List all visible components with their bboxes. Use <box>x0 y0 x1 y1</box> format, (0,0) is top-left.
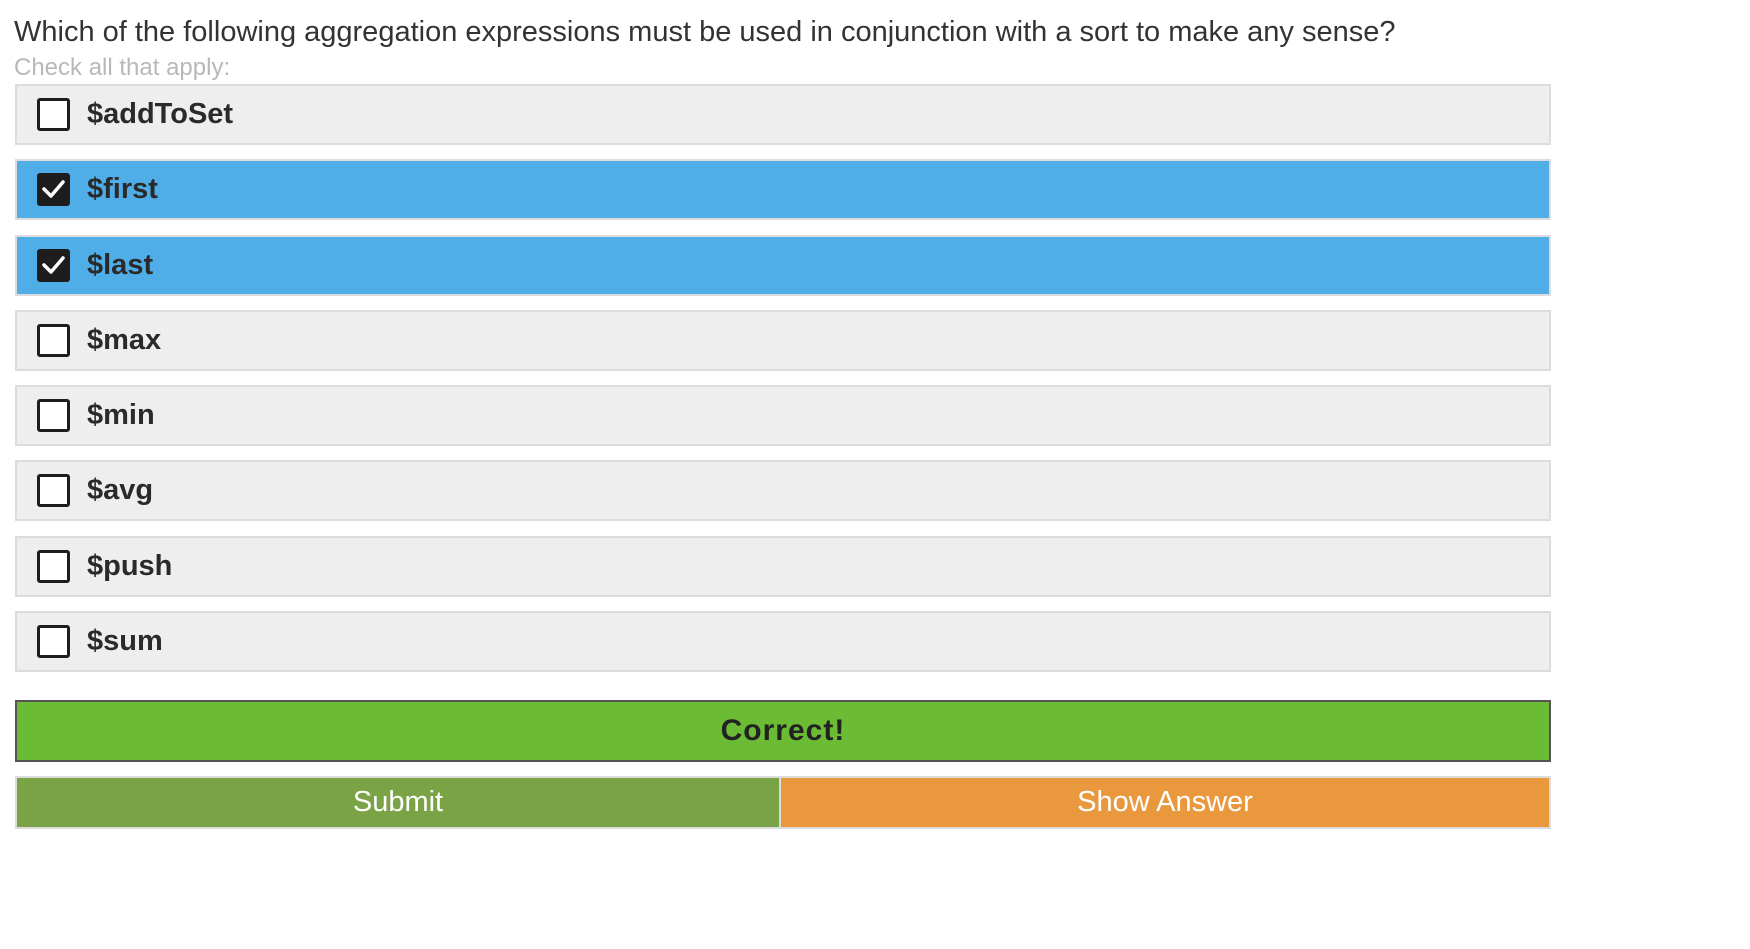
option-label: $addToSet <box>87 98 234 130</box>
submit-button[interactable]: Submit <box>15 776 781 829</box>
checkmark-icon <box>42 255 65 274</box>
option-label: $sum <box>87 625 163 658</box>
option-sum[interactable]: $sum <box>15 611 1551 673</box>
option-label: $avg <box>87 474 154 507</box>
option-push[interactable]: $push <box>15 535 1551 597</box>
option-avg[interactable]: $avg <box>15 460 1551 522</box>
option-first[interactable]: $first <box>15 159 1551 221</box>
answer-options-list: $addToSet $first $last $max $min $avg $p… <box>15 84 1551 686</box>
checkmark-icon[interactable] <box>37 173 70 207</box>
action-buttons: Submit Show Answer <box>15 776 1551 829</box>
option-label: $min <box>87 399 155 432</box>
checkbox-unchecked-icon[interactable] <box>37 98 70 131</box>
checkmark-icon <box>42 180 65 199</box>
option-label: $push <box>87 549 173 582</box>
checkbox-unchecked-icon[interactable] <box>37 474 70 508</box>
show-answer-button[interactable]: Show Answer <box>781 776 1551 829</box>
checkbox-unchecked-icon[interactable] <box>37 625 70 659</box>
option-label: $last <box>87 248 154 281</box>
checkbox-unchecked-icon[interactable] <box>37 549 70 583</box>
checkmark-icon[interactable] <box>37 248 70 282</box>
option-max[interactable]: $max <box>15 309 1551 371</box>
option-addtoset[interactable]: $addToSet <box>15 84 1551 145</box>
checkbox-unchecked-icon[interactable] <box>37 323 70 357</box>
option-min[interactable]: $min <box>15 385 1551 447</box>
option-last[interactable]: $last <box>15 234 1551 296</box>
option-label: $max <box>87 323 162 356</box>
question-text: Which of the following aggregation expre… <box>14 16 1396 48</box>
checkbox-unchecked-icon[interactable] <box>37 399 70 433</box>
question-instruction: Check all that apply: <box>14 54 231 81</box>
result-feedback-banner: Correct! <box>15 700 1551 762</box>
option-label: $first <box>87 173 158 206</box>
